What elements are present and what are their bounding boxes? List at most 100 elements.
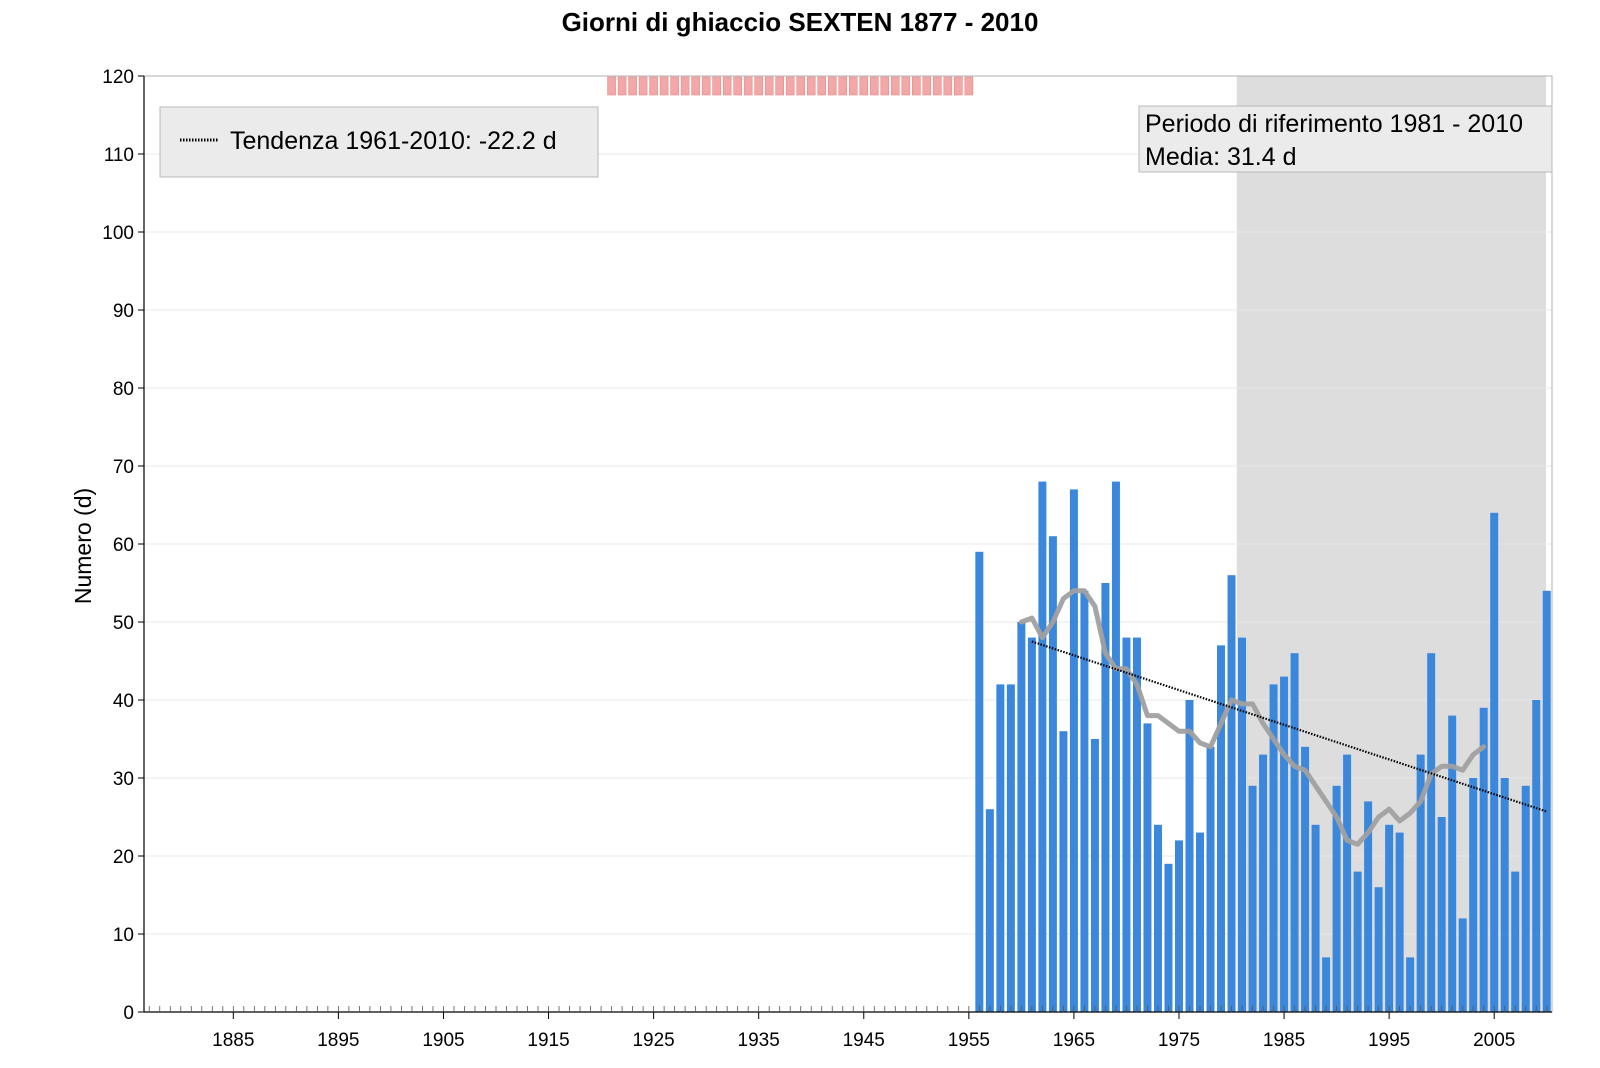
y-tick-label: 110 bbox=[104, 145, 134, 166]
x-tick-label: 1955 bbox=[948, 1030, 990, 1051]
bar bbox=[1280, 676, 1289, 1012]
missing-data-marker bbox=[680, 76, 690, 96]
bar bbox=[1542, 590, 1551, 1012]
missing-data-marker bbox=[890, 76, 900, 96]
bar bbox=[1185, 700, 1194, 1012]
reference-mean-label: Media: 31.4 d bbox=[1145, 143, 1297, 171]
missing-data-marker bbox=[659, 76, 669, 96]
x-tick-label: 1965 bbox=[1053, 1030, 1095, 1051]
bar bbox=[1374, 887, 1383, 1012]
y-tick-label: 50 bbox=[113, 613, 134, 634]
bar bbox=[1322, 957, 1331, 1012]
bar bbox=[1027, 637, 1036, 1012]
legend: Tendenza 1961-2010: -22.2 d bbox=[159, 106, 599, 178]
bar bbox=[1458, 918, 1467, 1012]
bar bbox=[1122, 637, 1131, 1012]
x-tick-label: 1985 bbox=[1263, 1030, 1305, 1051]
bar bbox=[1196, 832, 1204, 1012]
missing-data-marker bbox=[880, 76, 890, 96]
x-tick-label: 1905 bbox=[422, 1030, 464, 1051]
bar bbox=[1069, 489, 1078, 1012]
bar bbox=[996, 684, 1005, 1012]
x-tick-label: 1895 bbox=[317, 1030, 359, 1051]
bar bbox=[1059, 731, 1068, 1012]
reference-period-label: Periodo di riferimento 1981 - 2010 bbox=[1145, 110, 1523, 138]
bar bbox=[1290, 653, 1299, 1012]
missing-data-marker bbox=[827, 76, 837, 96]
missing-data-marker bbox=[901, 76, 911, 96]
smooth-line bbox=[1018, 588, 1487, 847]
y-tick-label: 20 bbox=[113, 847, 134, 868]
bar bbox=[1090, 739, 1099, 1012]
missing-data-marker bbox=[754, 76, 763, 96]
missing-data-marker bbox=[869, 76, 879, 96]
missing-data-marker bbox=[954, 76, 963, 96]
bar bbox=[1259, 754, 1268, 1012]
bar bbox=[985, 809, 994, 1012]
bar bbox=[1143, 723, 1152, 1012]
bar bbox=[1217, 645, 1226, 1012]
missing-data-marker bbox=[806, 76, 816, 96]
bar bbox=[1269, 684, 1278, 1012]
bar bbox=[1101, 583, 1110, 1012]
bar bbox=[1301, 746, 1310, 1012]
bar bbox=[1416, 754, 1425, 1012]
missing-data-marker bbox=[785, 76, 795, 96]
y-tick-label: 70 bbox=[113, 457, 134, 478]
x-tick-label: 1935 bbox=[738, 1030, 780, 1051]
bar bbox=[1332, 785, 1341, 1012]
missing-data-markers bbox=[607, 76, 974, 96]
missing-data-marker bbox=[649, 76, 658, 96]
missing-data-marker bbox=[943, 76, 953, 96]
bar bbox=[1521, 785, 1530, 1012]
missing-data-marker bbox=[764, 76, 774, 96]
bar bbox=[1164, 863, 1173, 1012]
bar bbox=[1511, 871, 1520, 1012]
y-tick-label: 0 bbox=[123, 1003, 134, 1024]
y-tick-label: 80 bbox=[113, 379, 134, 400]
x-tick-label: 1925 bbox=[632, 1030, 674, 1051]
x-tick-label: 1915 bbox=[527, 1030, 569, 1051]
legend-box bbox=[159, 106, 599, 178]
missing-data-marker bbox=[964, 76, 974, 96]
missing-data-marker bbox=[722, 76, 732, 96]
missing-data-marker bbox=[670, 76, 679, 96]
chart-title: Giorni di ghiaccio SEXTEN 1877 - 2010 bbox=[562, 7, 1039, 37]
missing-data-marker bbox=[617, 76, 627, 96]
missing-data-marker bbox=[859, 76, 869, 96]
bar bbox=[1238, 637, 1247, 1012]
missing-data-marker bbox=[701, 76, 711, 96]
bar bbox=[1500, 778, 1509, 1012]
missing-data-marker bbox=[922, 76, 932, 96]
bar bbox=[1227, 575, 1236, 1012]
bar bbox=[1532, 700, 1541, 1012]
bar bbox=[1364, 801, 1373, 1012]
bar bbox=[1153, 824, 1162, 1012]
y-tick-label: 120 bbox=[102, 67, 134, 88]
x-tick-label: 1995 bbox=[1368, 1030, 1410, 1051]
axes: 0 10 20 30 40 50 60 70 80 90 100 110 120 1885 1895 1905… bbox=[102, 67, 1552, 1051]
bar bbox=[1437, 817, 1446, 1012]
bar bbox=[1206, 746, 1215, 1012]
bar bbox=[1174, 840, 1183, 1012]
missing-data-marker bbox=[775, 76, 784, 96]
missing-data-marker bbox=[848, 76, 858, 96]
x-tick-label: 2005 bbox=[1473, 1030, 1515, 1051]
missing-data-marker bbox=[712, 76, 721, 96]
x-tick-label: 1975 bbox=[1158, 1030, 1200, 1051]
bar bbox=[1353, 871, 1362, 1012]
y-tick-label: 40 bbox=[113, 691, 134, 712]
missing-data-marker bbox=[607, 76, 616, 96]
bar bbox=[1490, 512, 1499, 1012]
x-tick-label: 1885 bbox=[212, 1030, 254, 1051]
missing-data-marker bbox=[817, 76, 827, 96]
bar bbox=[1111, 481, 1120, 1013]
missing-data-marker bbox=[628, 76, 637, 96]
x-tick-label: 1945 bbox=[843, 1030, 885, 1051]
missing-data-marker bbox=[743, 76, 753, 96]
bar bbox=[1311, 824, 1320, 1012]
reference-annotation-box bbox=[1138, 105, 1553, 173]
bar bbox=[1406, 957, 1415, 1012]
missing-data-marker bbox=[933, 76, 942, 96]
